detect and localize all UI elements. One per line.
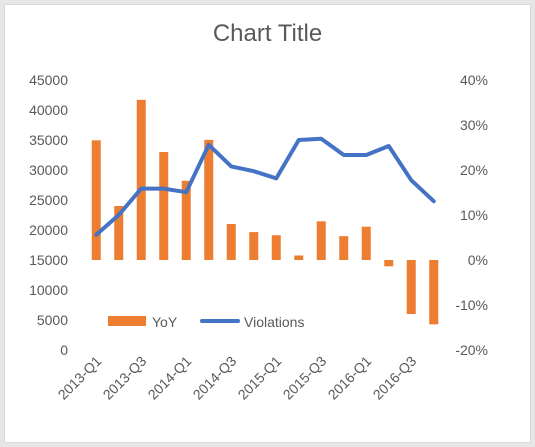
bar-yoy-2014-Q4 [249, 232, 259, 260]
primary-axis-ticks: 0 5000 10000 15000 20000 25000 30000 35000 40000… [29, 72, 68, 358]
bar-yoy-2013-Q1 [91, 140, 101, 260]
legend-label-violations: Violations [244, 314, 304, 330]
primary-tick-label: 10000 [29, 282, 68, 298]
bar-yoy-2016-Q3 [406, 260, 416, 314]
bar-yoy-2015-Q3 [316, 221, 326, 260]
primary-tick-label: 20000 [29, 222, 68, 238]
bar-yoy-2016-Q2 [384, 260, 394, 267]
category-tick-label: 2014-Q1 [145, 353, 195, 403]
bar-yoy-2016-Q1 [361, 226, 371, 260]
line-violations [94, 136, 436, 237]
primary-tick-label: 40000 [29, 102, 68, 118]
category-tick-label: 2013-Q3 [100, 353, 150, 403]
secondary-tick-label: 30% [460, 117, 488, 133]
bar-yoy-2014-Q2 [204, 139, 214, 260]
legend: YoY Violations [108, 314, 304, 330]
bar-yoy-2014-Q3 [226, 224, 236, 260]
bar-yoy-2013-Q3 [136, 99, 146, 260]
chart-title: Chart Title [212, 20, 323, 47]
category-tick-label: 2013-Q1 [55, 353, 105, 403]
primary-tick-label: 25000 [29, 192, 68, 208]
secondary-tick-label: 10% [460, 207, 488, 223]
legend-swatch-yoy [108, 316, 146, 326]
secondary-tick-label: 0% [468, 252, 488, 268]
primary-tick-label: 35000 [29, 132, 68, 148]
bar-yoy-2014-Q1 [181, 180, 191, 260]
bar-yoy-2015-Q1 [271, 235, 281, 260]
line-series-violations [94, 136, 436, 237]
primary-tick-label: 45000 [29, 72, 68, 88]
primary-tick-label: 0 [60, 342, 68, 358]
primary-tick-label: 30000 [29, 162, 68, 178]
category-tick-label: 2015-Q3 [280, 353, 330, 403]
secondary-tick-label: -20% [455, 342, 488, 358]
secondary-tick-label: 20% [460, 162, 488, 178]
category-tick-label: 2016-Q1 [325, 353, 375, 403]
category-tick-label: 2014-Q3 [190, 353, 240, 403]
bar-yoy-2015-Q4 [339, 236, 349, 260]
category-axis-ticks: 2013-Q12013-Q32014-Q12014-Q32015-Q12015-… [55, 353, 420, 403]
bar-yoy-2016-Q4 [429, 260, 439, 325]
bar-yoy-2013-Q4 [159, 152, 169, 260]
secondary-axis-ticks: -20% -10% 0% 10% 20% 30% 40% [455, 72, 488, 358]
bar-yoy-2013-Q2 [114, 206, 124, 260]
primary-tick-label: 15000 [29, 252, 68, 268]
secondary-tick-label: 40% [460, 72, 488, 88]
secondary-tick-label: -10% [455, 297, 488, 313]
primary-tick-label: 5000 [37, 312, 68, 328]
category-tick-label: 2016-Q3 [370, 353, 420, 403]
category-tick-label: 2015-Q1 [235, 353, 285, 403]
bar-series-yoy [91, 99, 439, 325]
bar-yoy-2015-Q2 [294, 255, 304, 260]
legend-label-yoy: YoY [152, 314, 178, 330]
